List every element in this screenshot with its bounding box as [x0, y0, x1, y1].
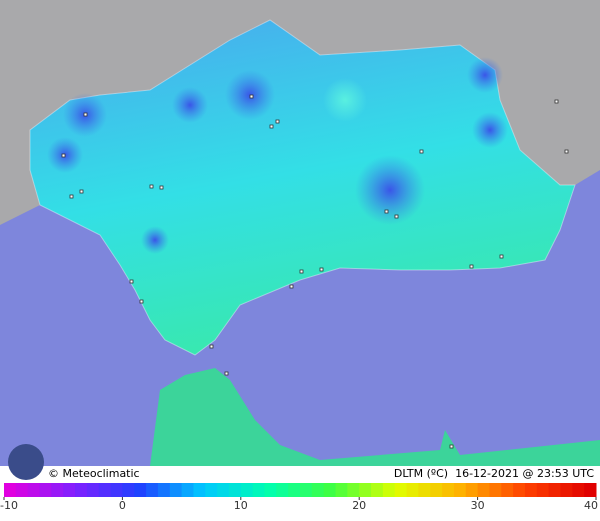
temperature-field	[47, 57, 508, 254]
colorbar-cell	[122, 483, 135, 497]
colorbar-cell	[157, 483, 171, 497]
colorbar-tick-label: 0	[119, 499, 126, 512]
colorbar-cell	[39, 483, 52, 497]
footer-strip	[0, 466, 600, 481]
colorbar-cell	[584, 483, 597, 497]
colorbar-cell	[86, 483, 100, 497]
colorbar-cell	[430, 483, 443, 497]
colorbar-cell	[51, 483, 64, 497]
colorbar-cell	[240, 483, 254, 497]
colorbar-cell	[205, 483, 218, 497]
colorbar-cell	[4, 483, 17, 497]
colorbar-cell	[15, 483, 29, 497]
colorbar-cell	[418, 483, 431, 497]
colorbar-cell	[27, 483, 41, 497]
colorbar-cell	[264, 483, 277, 497]
colorbar-cell	[110, 483, 123, 497]
colorbar-tick-label: -10	[0, 499, 18, 512]
colorbar-cell	[560, 483, 573, 497]
colorbar-cell	[311, 483, 325, 497]
colorbar-cell	[134, 483, 147, 497]
land-morocco	[150, 368, 600, 466]
andalusia	[29, 19, 576, 356]
colorbar-cell	[181, 483, 194, 497]
colorbar-tick-label: 20	[352, 499, 366, 512]
colorbar-cell	[382, 483, 396, 497]
colorbar-cell	[193, 483, 206, 497]
colorbar-tick-label: 30	[471, 499, 485, 512]
colorbar-cell	[406, 483, 419, 497]
colorbar-cell	[300, 483, 313, 497]
colorbar-cell	[146, 483, 159, 497]
colorbar-cell	[323, 483, 337, 497]
colorbar-tick-label: 10	[234, 499, 248, 512]
colorbar-cell	[536, 483, 550, 497]
colorbar-cell	[453, 483, 467, 497]
caption: DLTM (ºC) 16-12-2021 @ 23:53 UTC	[394, 467, 594, 480]
colorbar-cell	[477, 483, 490, 497]
colorbar-cell	[501, 483, 514, 497]
colorbar-cell	[347, 483, 360, 497]
colorbar-cell	[572, 483, 585, 497]
colorbar-cell	[252, 483, 265, 497]
colorbar-cell	[169, 483, 183, 497]
colorbar-cell	[524, 483, 538, 497]
stations	[61, 94, 569, 449]
colorbar: -10 0 10 20 30 40	[0, 483, 598, 512]
colorbar-cell	[217, 483, 230, 497]
colorbar-cell	[394, 483, 408, 497]
land-spain	[0, 0, 600, 225]
colorbar-cell	[513, 483, 526, 497]
colorbar-cell	[465, 483, 479, 497]
credit: © Meteoclimatic	[48, 467, 140, 480]
colorbar-cell	[489, 483, 502, 497]
colorbar-cell	[335, 483, 348, 497]
colorbar-tick-label: 40	[584, 499, 598, 512]
colorbar-cell	[371, 483, 384, 497]
colorbar-cell	[548, 483, 561, 497]
colorbar-cell	[359, 483, 372, 497]
colorbar-cell	[288, 483, 301, 497]
colorbar-cell	[442, 483, 455, 497]
colorbar-cell	[228, 483, 242, 497]
logo	[8, 444, 44, 480]
colorbar-cell	[75, 483, 88, 497]
colorbar-cell	[276, 483, 289, 497]
colorbar-cell	[98, 483, 112, 497]
colorbar-cell	[63, 483, 76, 497]
